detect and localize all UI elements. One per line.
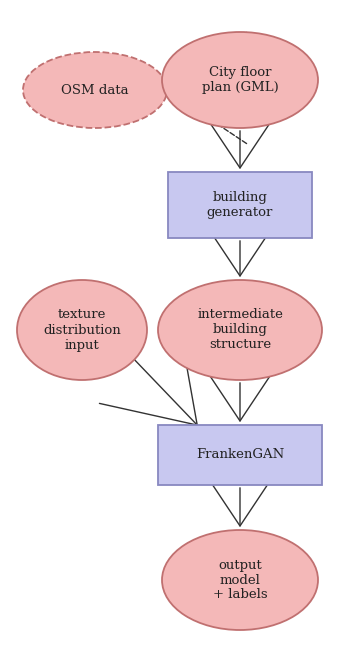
Text: output
model
+ labels: output model + labels — [213, 558, 267, 601]
Text: intermediate
building
structure: intermediate building structure — [197, 308, 283, 352]
Ellipse shape — [158, 280, 322, 380]
Ellipse shape — [17, 280, 147, 380]
Text: building
generator: building generator — [207, 191, 273, 219]
Text: FrankenGAN: FrankenGAN — [196, 449, 284, 461]
Ellipse shape — [23, 52, 167, 128]
FancyBboxPatch shape — [158, 425, 322, 485]
Ellipse shape — [162, 530, 318, 630]
Text: City floor
plan (GML): City floor plan (GML) — [202, 66, 279, 94]
Text: OSM data: OSM data — [61, 84, 129, 96]
Text: texture
distribution
input: texture distribution input — [43, 308, 121, 352]
FancyBboxPatch shape — [168, 172, 312, 238]
Ellipse shape — [162, 32, 318, 128]
